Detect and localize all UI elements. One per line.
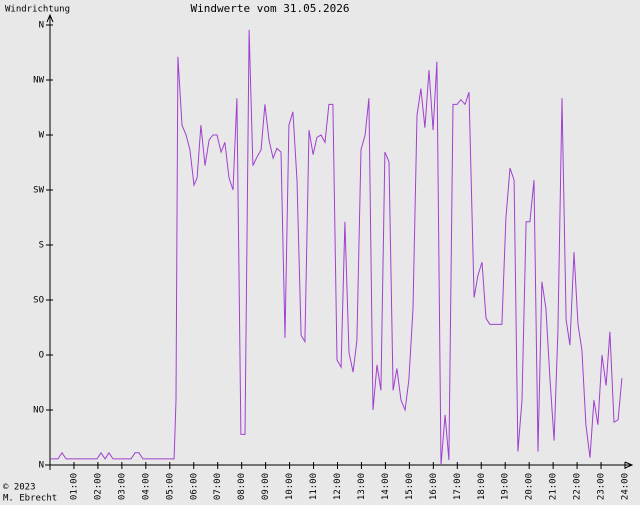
x-tick-label: 09:00: [261, 473, 271, 500]
x-tick-label: 10:00: [285, 473, 295, 500]
y-tick-label: N: [39, 21, 44, 31]
x-axis-arrow: [624, 461, 634, 469]
y-axis-arrow: [46, 13, 54, 23]
x-tick-label: 11:00: [309, 473, 319, 500]
y-tick-label: S: [39, 241, 44, 251]
y-tick-label: NW: [33, 76, 44, 86]
x-tick-label: 05:00: [165, 473, 175, 500]
y-tick-label: N: [39, 461, 44, 471]
chart-title: Windwerte vom 31.05.2026: [191, 2, 350, 15]
x-tick-label: 08:00: [237, 473, 247, 500]
x-tick-label: 22:00: [573, 473, 583, 500]
y-tick-label: NO: [33, 406, 44, 416]
x-tick-label: 20:00: [525, 473, 535, 500]
x-tick-label: 18:00: [477, 473, 487, 500]
y-tick-label: SW: [33, 186, 44, 196]
x-tick-label: 15:00: [405, 473, 415, 500]
x-tick-label: 07:00: [213, 473, 223, 500]
x-tick-label: 23:00: [597, 473, 607, 500]
y-tick-label: W: [39, 131, 45, 141]
x-tick-label: 21:00: [549, 473, 559, 500]
y-axis-label: Windrichtung: [5, 5, 70, 15]
x-tick-label: 12:00: [333, 473, 343, 500]
data-line: [50, 29, 623, 466]
x-tick-label: 24:00: [621, 473, 631, 500]
x-tick-label: 19:00: [501, 473, 511, 500]
footer: © 2023: [3, 483, 36, 493]
x-tick-label: 17:00: [453, 473, 463, 500]
x-tick-label: 16:00: [429, 473, 439, 500]
y-tick-label: SO: [33, 296, 44, 306]
x-tick-label: 14:00: [381, 473, 391, 500]
x-tick-label: 02:00: [93, 473, 103, 500]
x-tick-label: 03:00: [117, 473, 127, 500]
y-tick-label: O: [39, 351, 44, 361]
x-tick-label: 13:00: [357, 473, 367, 500]
footer: M. Ebrecht: [3, 494, 57, 504]
x-tick-label: 04:00: [141, 473, 151, 500]
x-tick-label: 06:00: [189, 473, 199, 500]
x-tick-label: 01:00: [69, 473, 79, 500]
